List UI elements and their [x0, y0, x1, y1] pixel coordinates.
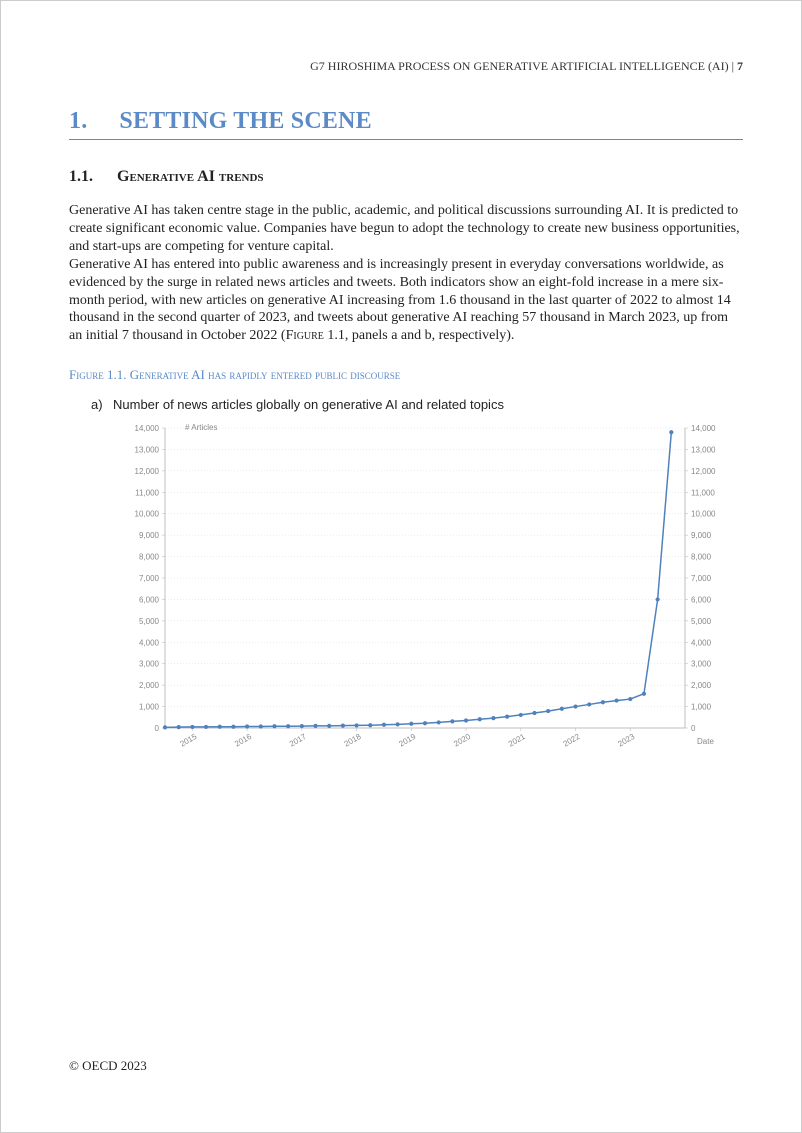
svg-text:10,000: 10,000: [691, 510, 716, 519]
svg-text:7,000: 7,000: [691, 574, 712, 583]
running-head: G7 HIROSHIMA PROCESS ON GENERATIVE ARTIF…: [69, 59, 743, 74]
svg-text:9,000: 9,000: [691, 531, 712, 540]
svg-text:4,000: 4,000: [139, 639, 160, 648]
svg-text:13,000: 13,000: [691, 446, 716, 455]
line-chart: 0 0 1,000 1,000 2,000 2,000 3,000 3,000 4,000 4,0…: [129, 418, 721, 760]
running-sep: |: [729, 59, 737, 73]
svg-text:0: 0: [691, 724, 696, 733]
svg-text:4,000: 4,000: [691, 639, 712, 648]
svg-text:14,000: 14,000: [135, 424, 160, 433]
svg-text:11,000: 11,000: [135, 489, 159, 498]
svg-text:13,000: 13,000: [135, 446, 160, 455]
svg-text:12,000: 12,000: [691, 467, 716, 476]
svg-text:14,000: 14,000: [691, 424, 716, 433]
chart-container: 0 0 1,000 1,000 2,000 2,000 3,000 3,000 4,000 4,0…: [129, 418, 743, 760]
svg-text:# Articles: # Articles: [185, 423, 217, 432]
body-paragraph: Generative AI has taken centre stage in …: [69, 202, 743, 345]
page: G7 HIROSHIMA PROCESS ON GENERATIVE ARTIF…: [0, 0, 802, 1133]
footer-copyright: © OECD 2023: [69, 1058, 147, 1074]
svg-text:7,000: 7,000: [139, 574, 160, 583]
svg-text:6,000: 6,000: [691, 596, 712, 605]
figure-sub-text: Number of news articles globally on gene…: [113, 397, 504, 412]
svg-text:12,000: 12,000: [135, 467, 160, 476]
svg-text:9,000: 9,000: [139, 531, 160, 540]
svg-text:3,000: 3,000: [139, 660, 160, 669]
svg-text:Date: Date: [697, 737, 714, 746]
section-title: SETTING THE SCENE: [119, 108, 371, 135]
section-number: 1.: [69, 108, 87, 135]
svg-text:1,000: 1,000: [139, 703, 160, 712]
svg-text:8,000: 8,000: [139, 553, 160, 562]
figure-caption: Figure 1.1. Generative AI has rapidly en…: [69, 367, 743, 383]
svg-text:11,000: 11,000: [691, 489, 715, 498]
svg-text:5,000: 5,000: [139, 617, 160, 626]
svg-text:1,000: 1,000: [691, 703, 712, 712]
svg-text:3,000: 3,000: [691, 660, 712, 669]
figure-subcaption: a)Number of news articles globally on ge…: [91, 397, 743, 412]
svg-text:10,000: 10,000: [135, 510, 160, 519]
svg-text:6,000: 6,000: [139, 596, 160, 605]
section-heading: 1. SETTING THE SCENE: [69, 108, 743, 140]
svg-text:8,000: 8,000: [691, 553, 712, 562]
subsection-number: 1.1.: [69, 168, 117, 186]
svg-text:2,000: 2,000: [691, 681, 712, 690]
svg-text:2,000: 2,000: [139, 681, 160, 690]
figure-sub-letter: a): [91, 397, 113, 412]
subsection-heading: 1.1.Generative AI trends: [69, 168, 743, 186]
svg-text:0: 0: [155, 724, 160, 733]
subsection-title: Generative AI trends: [117, 168, 264, 185]
running-title: G7 HIROSHIMA PROCESS ON GENERATIVE ARTIF…: [310, 59, 728, 73]
svg-text:5,000: 5,000: [691, 617, 712, 626]
page-number: 7: [737, 59, 743, 73]
